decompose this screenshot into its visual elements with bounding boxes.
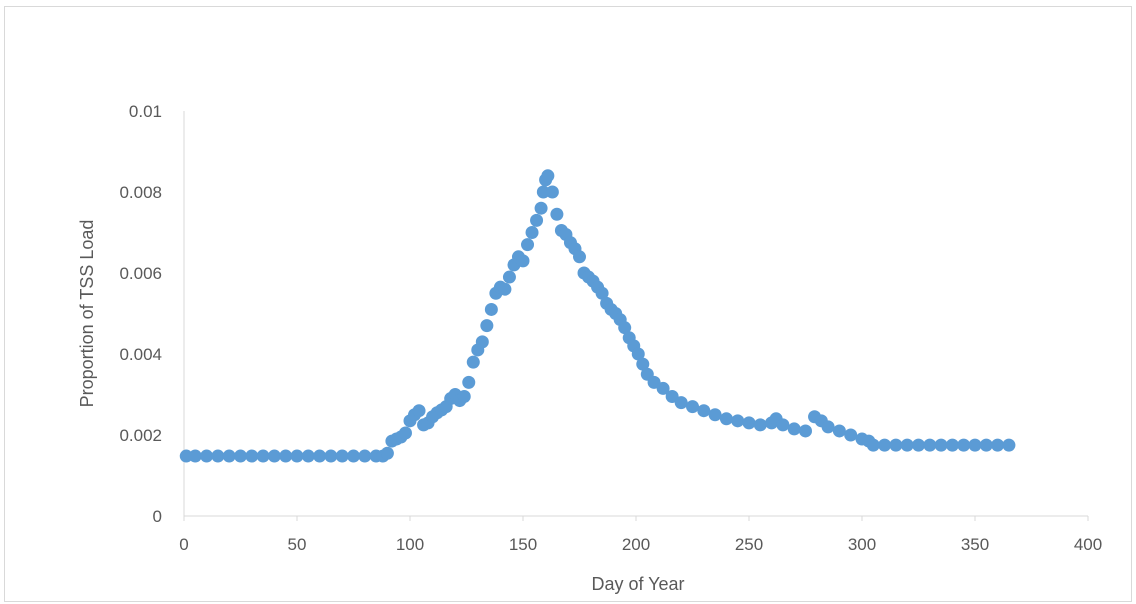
y-tick-label: 0	[153, 507, 162, 526]
y-tick-label: 0.01	[129, 102, 162, 121]
data-point	[674, 396, 688, 410]
x-axis-title: Day of Year	[591, 574, 684, 594]
data-points	[179, 169, 1016, 463]
data-point	[188, 449, 202, 463]
data-point	[832, 424, 846, 438]
data-point	[719, 412, 733, 426]
data-point	[256, 449, 270, 463]
data-point	[313, 449, 327, 463]
data-point	[979, 438, 993, 452]
x-tick-label: 250	[735, 535, 763, 554]
data-point	[412, 404, 426, 418]
data-point	[595, 286, 609, 300]
data-point	[900, 438, 914, 452]
x-tick-label: 50	[288, 535, 307, 554]
data-point	[618, 321, 632, 335]
data-point	[866, 438, 880, 452]
data-point	[335, 449, 349, 463]
data-point	[534, 201, 548, 215]
data-point	[776, 418, 790, 432]
data-point	[991, 438, 1005, 452]
data-point	[787, 422, 801, 436]
data-point	[536, 185, 550, 199]
data-point	[480, 319, 494, 333]
data-point	[636, 357, 650, 371]
data-point	[844, 428, 858, 442]
data-point	[525, 226, 539, 239]
data-point	[697, 404, 711, 418]
x-tick-label: 350	[961, 535, 989, 554]
data-point	[631, 347, 645, 361]
data-point	[279, 449, 293, 463]
data-point	[968, 438, 982, 452]
y-tick-label: 0.002	[119, 426, 162, 445]
data-point	[521, 238, 535, 252]
data-point	[799, 424, 812, 438]
data-point	[290, 449, 304, 463]
data-point	[347, 449, 360, 463]
data-point	[731, 414, 745, 428]
data-point	[530, 213, 544, 227]
y-tick-label: 0.006	[119, 264, 162, 283]
x-tick-label: 200	[622, 535, 650, 554]
x-tick-label: 300	[848, 535, 876, 554]
data-point	[945, 438, 959, 452]
data-point	[502, 270, 516, 284]
chart-area: 0 0.002 0.004 0.006 0.008 0.01 0 50 100 150 200 25…	[4, 6, 1132, 602]
data-point	[324, 449, 338, 463]
x-tick-label: 400	[1074, 535, 1102, 554]
data-point	[222, 449, 236, 463]
data-point	[380, 446, 394, 460]
y-tick-label: 0.008	[119, 183, 162, 202]
data-point	[753, 418, 767, 432]
data-point	[545, 185, 559, 199]
data-point	[550, 207, 564, 221]
data-point	[457, 390, 471, 404]
data-point	[466, 355, 480, 369]
data-point	[267, 449, 281, 463]
data-point	[498, 282, 512, 296]
data-point	[541, 169, 555, 183]
data-point	[211, 449, 225, 463]
data-point	[398, 426, 412, 440]
data-point	[656, 381, 670, 395]
data-point	[878, 438, 892, 452]
data-point	[516, 254, 530, 268]
y-axis-title: Proportion of TSS Load	[77, 220, 97, 408]
data-point	[462, 375, 476, 389]
data-point	[742, 416, 756, 430]
data-point	[301, 449, 315, 463]
x-tick-label: 0	[179, 535, 188, 554]
data-point	[889, 438, 903, 452]
x-tick-label: 100	[396, 535, 424, 554]
y-tick-label: 0.004	[119, 345, 162, 364]
data-point	[923, 438, 937, 452]
y-axis: 0 0.002 0.004 0.006 0.008 0.01	[119, 102, 185, 526]
data-point	[573, 250, 586, 264]
data-point	[179, 449, 193, 463]
data-point	[912, 438, 925, 452]
data-point	[934, 438, 948, 452]
data-point	[484, 302, 498, 316]
data-point	[358, 449, 372, 463]
data-point	[200, 449, 214, 463]
x-tick-label: 150	[509, 535, 537, 554]
data-point	[1002, 438, 1016, 452]
data-point	[686, 400, 699, 414]
x-axis: 0 50 100 150 200 250 300 350 400	[179, 515, 1102, 554]
data-point	[957, 438, 971, 452]
data-point	[475, 335, 489, 349]
scatter-chart: 0 0.002 0.004 0.006 0.008 0.01 0 50 100 150 200 25…	[77, 102, 1102, 594]
data-point	[708, 408, 722, 422]
data-point	[234, 449, 247, 463]
data-point	[821, 420, 835, 434]
data-point	[245, 449, 259, 463]
